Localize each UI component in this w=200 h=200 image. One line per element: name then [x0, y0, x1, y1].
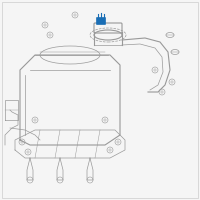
FancyBboxPatch shape: [96, 18, 106, 24]
